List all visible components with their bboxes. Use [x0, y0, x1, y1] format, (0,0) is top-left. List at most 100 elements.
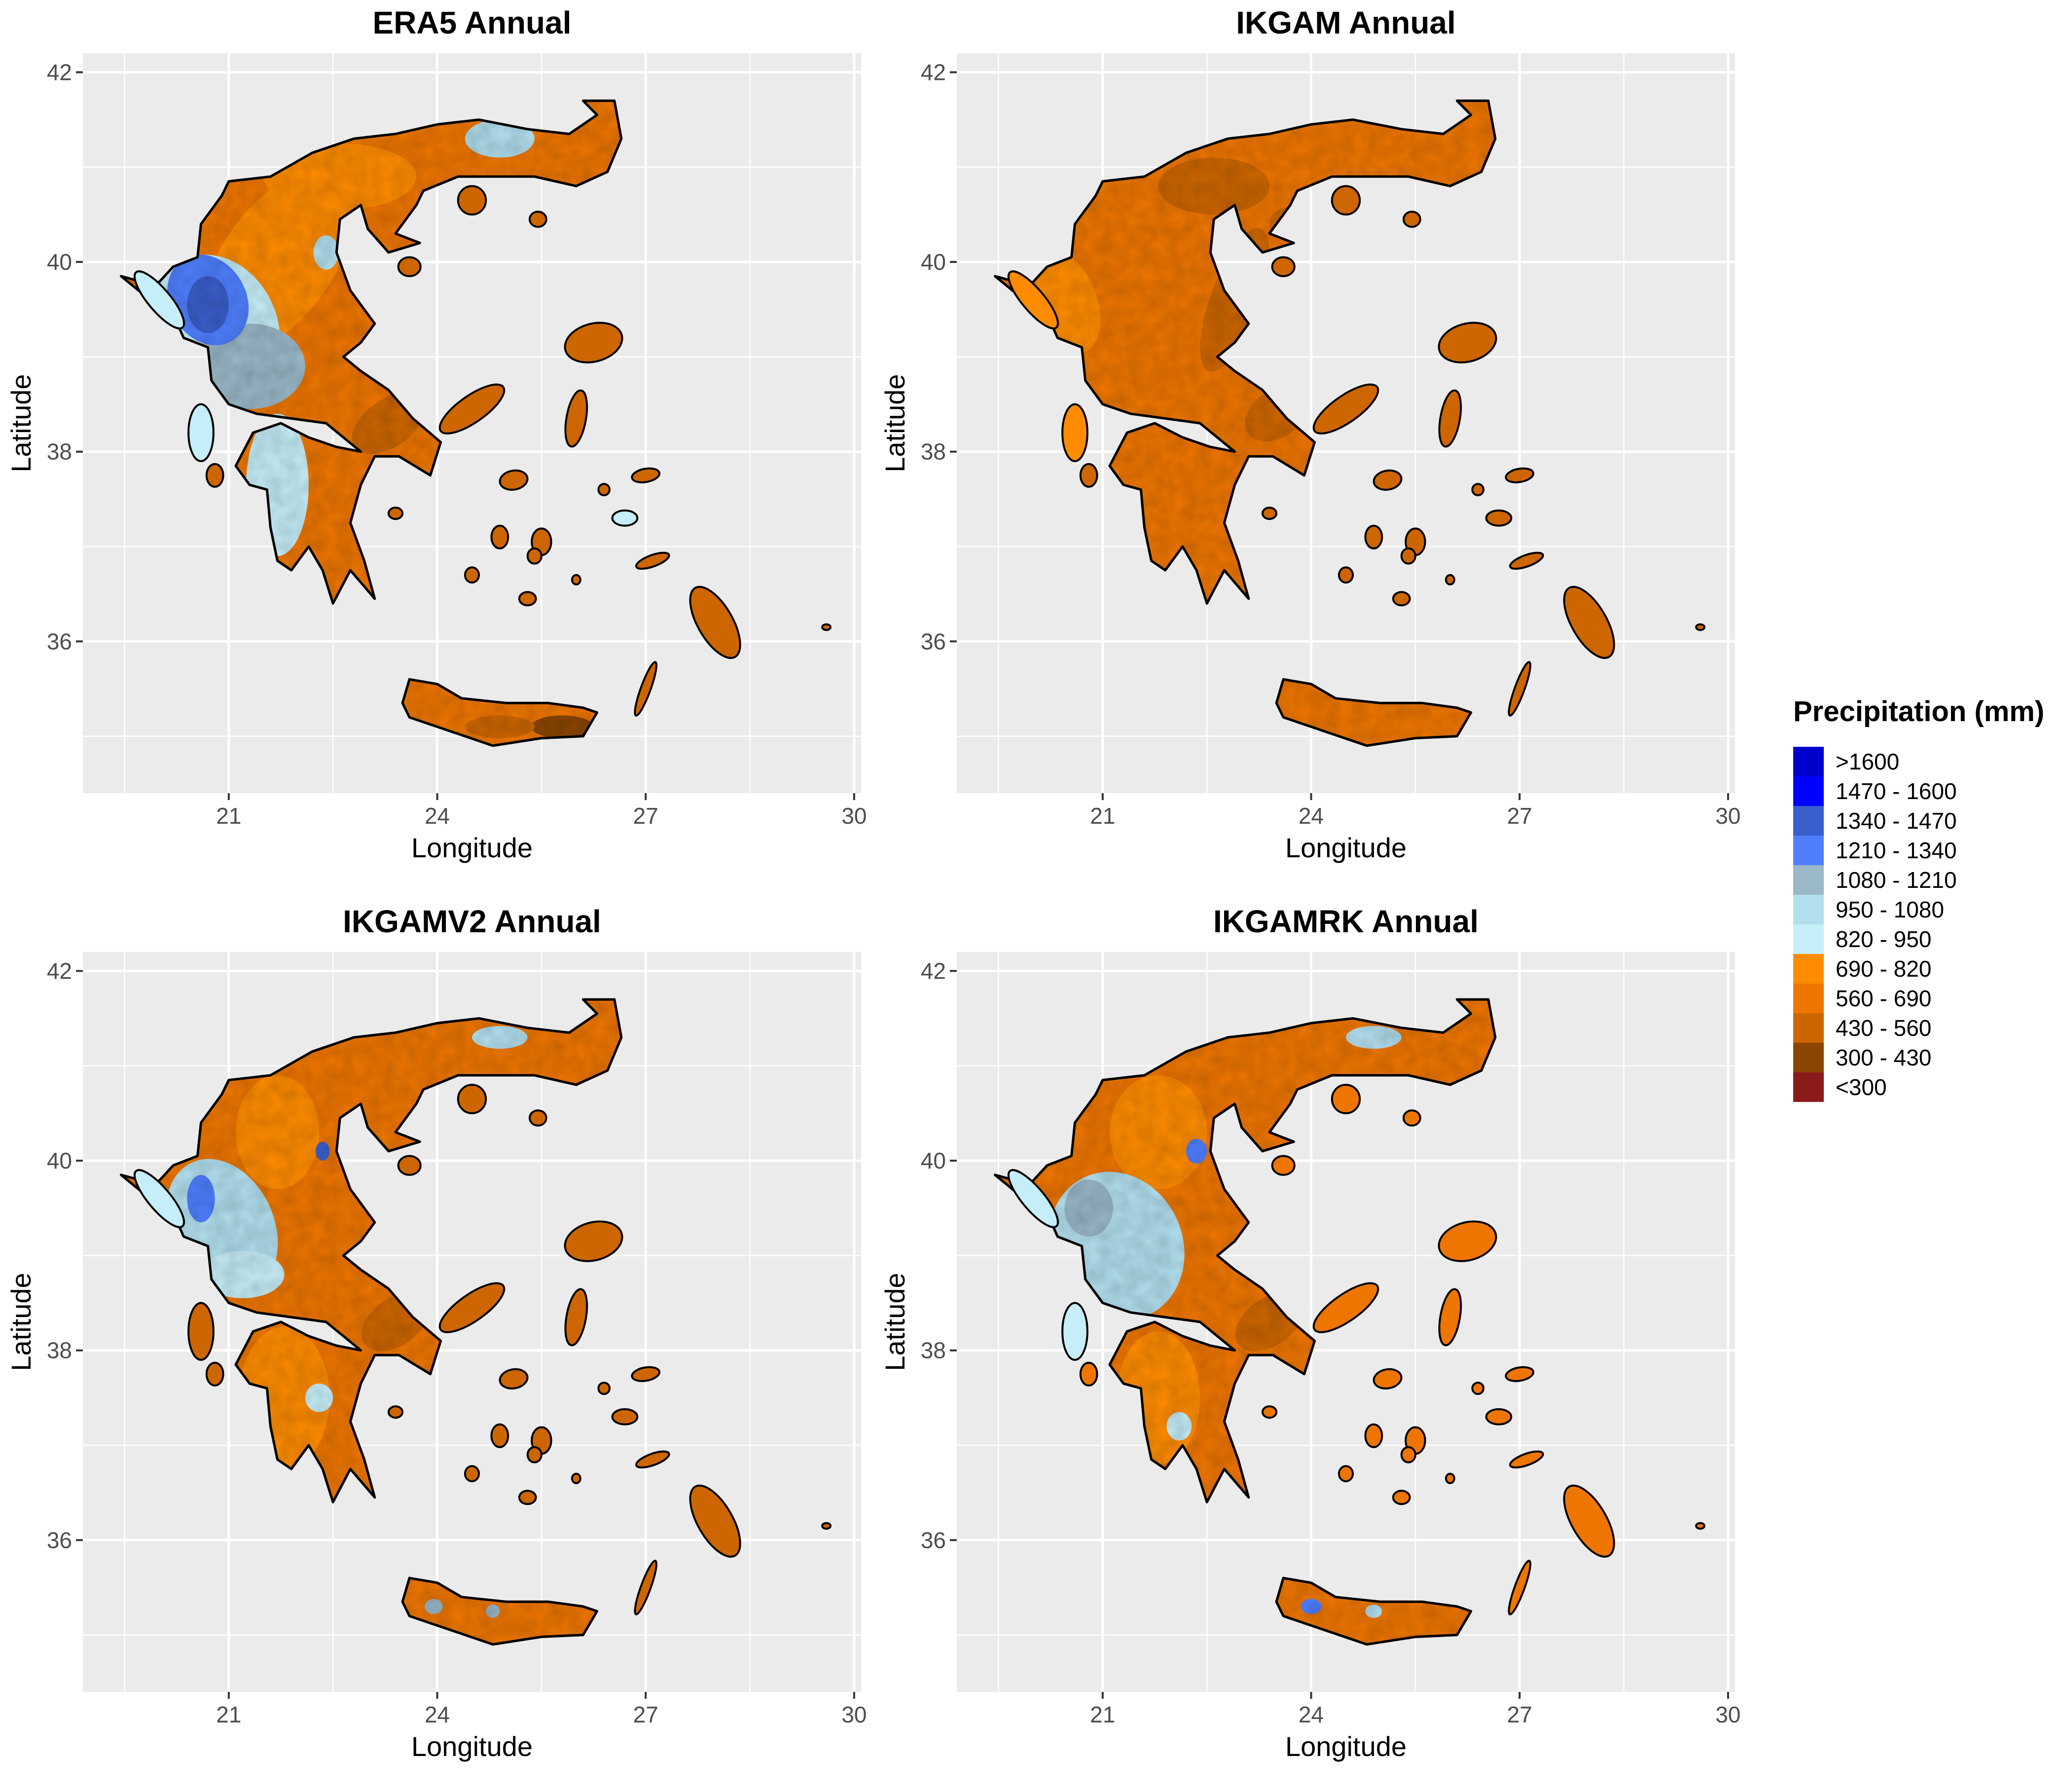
- island: [564, 322, 623, 364]
- y-tick-label: 36: [921, 1527, 946, 1553]
- x-tick-label: 30: [1715, 1702, 1740, 1727]
- island: [490, 524, 509, 549]
- legend-key: [1793, 747, 1824, 776]
- island: [1695, 623, 1706, 631]
- legend-label: 820 - 950: [1836, 926, 1931, 952]
- island: [457, 1084, 487, 1114]
- y-tick-label: 42: [47, 59, 72, 85]
- crete-coastline: [1275, 1576, 1473, 1646]
- island: [611, 509, 639, 527]
- legend-key: [1793, 776, 1824, 806]
- y-axis-title: Latitude: [879, 374, 910, 472]
- map-panels: 21 24 27 30 36 38 40 42 ERA5 Annual Longitude Lati…: [5, 5, 1740, 1762]
- x-tick-label: 24: [1299, 803, 1324, 829]
- island: [1061, 403, 1088, 462]
- island: [1505, 467, 1535, 483]
- island: [1007, 1169, 1059, 1228]
- island: [1485, 509, 1513, 527]
- y-axis-title: Latitude: [879, 1273, 910, 1371]
- island: [597, 483, 611, 497]
- x-tick-label: 27: [1507, 1702, 1532, 1727]
- gridlines: [83, 53, 861, 793]
- x-tick-label: 27: [633, 803, 658, 829]
- island: [1007, 270, 1059, 329]
- legend-title: Precipitation (mm): [1793, 695, 2044, 728]
- x-tick-label: 24: [425, 1702, 450, 1727]
- island: [1563, 585, 1615, 659]
- island: [457, 185, 487, 216]
- island: [634, 1560, 658, 1615]
- x-tick-label: 21: [216, 1702, 241, 1727]
- island: [1364, 1423, 1383, 1448]
- mainland-coastline: [120, 998, 623, 1503]
- crete-coastline: [401, 1576, 599, 1646]
- island: [1338, 566, 1354, 584]
- island: [464, 566, 480, 584]
- legend-label: 690 - 820: [1836, 956, 1931, 982]
- island: [564, 389, 588, 448]
- legend-label: 300 - 430: [1836, 1045, 1931, 1070]
- x-tick-label: 24: [425, 803, 450, 829]
- x-tick-label: 30: [841, 1702, 867, 1727]
- island: [1508, 661, 1532, 717]
- island: [635, 1450, 670, 1469]
- island: [611, 1408, 639, 1426]
- panel-title: IKGAM Annual: [1236, 5, 1456, 40]
- island: [1445, 574, 1455, 585]
- x-axis-title: Longitude: [1285, 832, 1407, 863]
- island: [438, 1282, 506, 1333]
- island: [1485, 1408, 1513, 1426]
- legend-key: [1793, 924, 1824, 954]
- island: [1695, 1522, 1706, 1530]
- x-axis-title: Longitude: [411, 1731, 533, 1762]
- mainland-coastline: [994, 998, 1497, 1503]
- legend-label: 560 - 690: [1836, 986, 1931, 1011]
- island: [528, 1109, 547, 1127]
- island: [597, 1382, 611, 1395]
- y-tick-label: 38: [921, 1338, 946, 1363]
- island: [1338, 1465, 1354, 1483]
- island: [1261, 1405, 1278, 1419]
- legend-key: [1793, 1043, 1824, 1072]
- y-tick-label: 36: [921, 628, 946, 654]
- island: [526, 547, 542, 565]
- island: [821, 623, 832, 631]
- island: [1400, 1446, 1416, 1463]
- island: [133, 270, 185, 329]
- island: [1509, 1450, 1544, 1469]
- island: [387, 507, 404, 520]
- y-tick-label: 42: [921, 59, 946, 85]
- island: [528, 211, 547, 228]
- map-panel-1: 21 24 27 30 36 38 40 42 ERA5 Annual Longitude Lati…: [5, 5, 867, 863]
- y-tick-label: 42: [921, 958, 946, 984]
- legend-label: 950 - 1080: [1836, 897, 1944, 922]
- mainland-coastline: [120, 99, 623, 605]
- island: [571, 574, 581, 585]
- islands: [133, 185, 832, 717]
- island: [1331, 185, 1361, 216]
- x-tick-label: 21: [1090, 1702, 1115, 1727]
- axes: 21 24 27 30 36 38 40 42: [47, 59, 867, 829]
- y-axis-title: Latitude: [5, 374, 36, 472]
- island: [1373, 469, 1403, 491]
- y-tick-label: 38: [47, 1338, 72, 1363]
- island: [387, 1405, 404, 1419]
- islands: [1007, 185, 1706, 717]
- y-tick-label: 36: [47, 1527, 72, 1553]
- island: [1402, 211, 1421, 228]
- legend-label: 430 - 560: [1836, 1015, 1931, 1041]
- island: [1271, 256, 1296, 277]
- island: [1392, 591, 1411, 607]
- island: [571, 1472, 581, 1484]
- island: [1471, 483, 1484, 497]
- legend-key: [1793, 895, 1824, 924]
- legend-key: [1793, 1072, 1824, 1102]
- island: [1438, 389, 1462, 448]
- axes: 21 24 27 30 36 38 40 42: [47, 958, 867, 1727]
- legend-label: 1080 - 1210: [1836, 867, 1957, 893]
- legend-key: [1793, 954, 1824, 984]
- island: [397, 256, 422, 277]
- island: [1563, 1484, 1615, 1558]
- panel-title: IKGAMRK Annual: [1213, 904, 1479, 939]
